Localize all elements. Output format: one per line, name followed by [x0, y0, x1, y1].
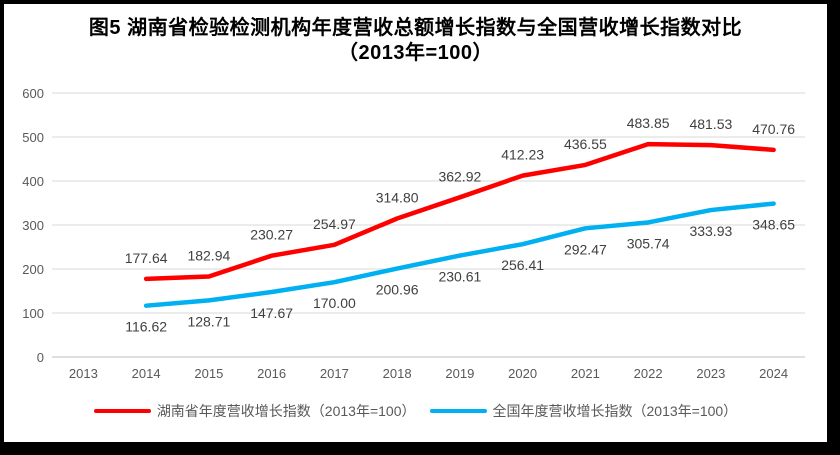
svg-text:200.96: 200.96	[376, 282, 419, 298]
svg-text:182.94: 182.94	[187, 248, 230, 264]
chart-title-line2: （2013年=100）	[337, 42, 494, 64]
line-chart: 0 100 200 300 400 500 600 2013 2014 2015 2016 2017 2…	[22, 86, 805, 381]
svg-text:348.65: 348.65	[752, 217, 795, 233]
svg-text:2021: 2021	[571, 366, 600, 381]
chart-title: 图5 湖南省检验检测机构年度营收总额增长指数与全国营收增长指数对比 （2013年…	[4, 16, 827, 66]
chart-title-line1: 图5 湖南省检验检测机构年度营收总额增长指数与全国营收增长指数对比	[88, 17, 743, 39]
svg-text:2018: 2018	[383, 366, 412, 381]
svg-text:2016: 2016	[257, 366, 286, 381]
legend-label-hunan: 湖南省年度营收增长指数（2013年=100）	[156, 403, 416, 419]
svg-text:230.27: 230.27	[250, 227, 293, 243]
svg-text:128.71: 128.71	[187, 313, 230, 329]
svg-text:2019: 2019	[445, 366, 474, 381]
svg-text:100: 100	[22, 306, 44, 321]
chart-legend: 湖南省年度营收增长指数（2013年=100） 全国年度营收增长指数（2013年=…	[4, 401, 827, 421]
svg-text:2020: 2020	[508, 366, 537, 381]
hunan-series-line-icon	[93, 409, 151, 413]
svg-text:292.47: 292.47	[564, 241, 607, 257]
svg-text:230.61: 230.61	[438, 269, 481, 285]
svg-text:470.76: 470.76	[752, 121, 795, 137]
svg-text:2017: 2017	[320, 366, 349, 381]
svg-text:436.55: 436.55	[564, 136, 607, 152]
svg-text:170.00: 170.00	[313, 295, 356, 311]
svg-text:481.53: 481.53	[689, 116, 732, 132]
svg-text:147.67: 147.67	[250, 305, 293, 321]
svg-text:305.74: 305.74	[627, 235, 670, 251]
svg-text:300: 300	[22, 218, 44, 233]
svg-text:400: 400	[22, 174, 44, 189]
legend-item-hunan: 湖南省年度营收增长指数（2013年=100）	[93, 401, 416, 421]
svg-text:362.92: 362.92	[438, 168, 481, 184]
national-series-line-icon	[429, 409, 487, 413]
svg-text:116.62: 116.62	[125, 319, 167, 335]
svg-text:2015: 2015	[194, 366, 223, 381]
legend-item-national: 全国年度营收增长指数（2013年=100）	[429, 401, 738, 421]
svg-text:412.23: 412.23	[501, 147, 544, 163]
svg-text:200: 200	[22, 262, 44, 277]
legend-label-national: 全国年度营收增长指数（2013年=100）	[492, 403, 738, 419]
svg-text:254.97: 254.97	[313, 216, 356, 232]
svg-text:314.80: 314.80	[376, 189, 419, 205]
svg-text:0: 0	[37, 350, 44, 365]
svg-text:333.93: 333.93	[689, 223, 732, 239]
svg-text:2013: 2013	[69, 366, 98, 381]
svg-text:500: 500	[22, 130, 44, 145]
svg-text:256.41: 256.41	[501, 257, 544, 273]
svg-text:600: 600	[22, 86, 44, 101]
chart-canvas: 图5 湖南省检验检测机构年度营收总额增长指数与全国营收增长指数对比 （2013年…	[4, 4, 827, 442]
svg-text:2014: 2014	[132, 366, 161, 381]
svg-text:2023: 2023	[696, 366, 725, 381]
svg-text:2024: 2024	[759, 366, 788, 381]
svg-text:177.64: 177.64	[125, 250, 168, 266]
svg-text:2022: 2022	[634, 366, 663, 381]
svg-text:483.85: 483.85	[627, 115, 670, 131]
